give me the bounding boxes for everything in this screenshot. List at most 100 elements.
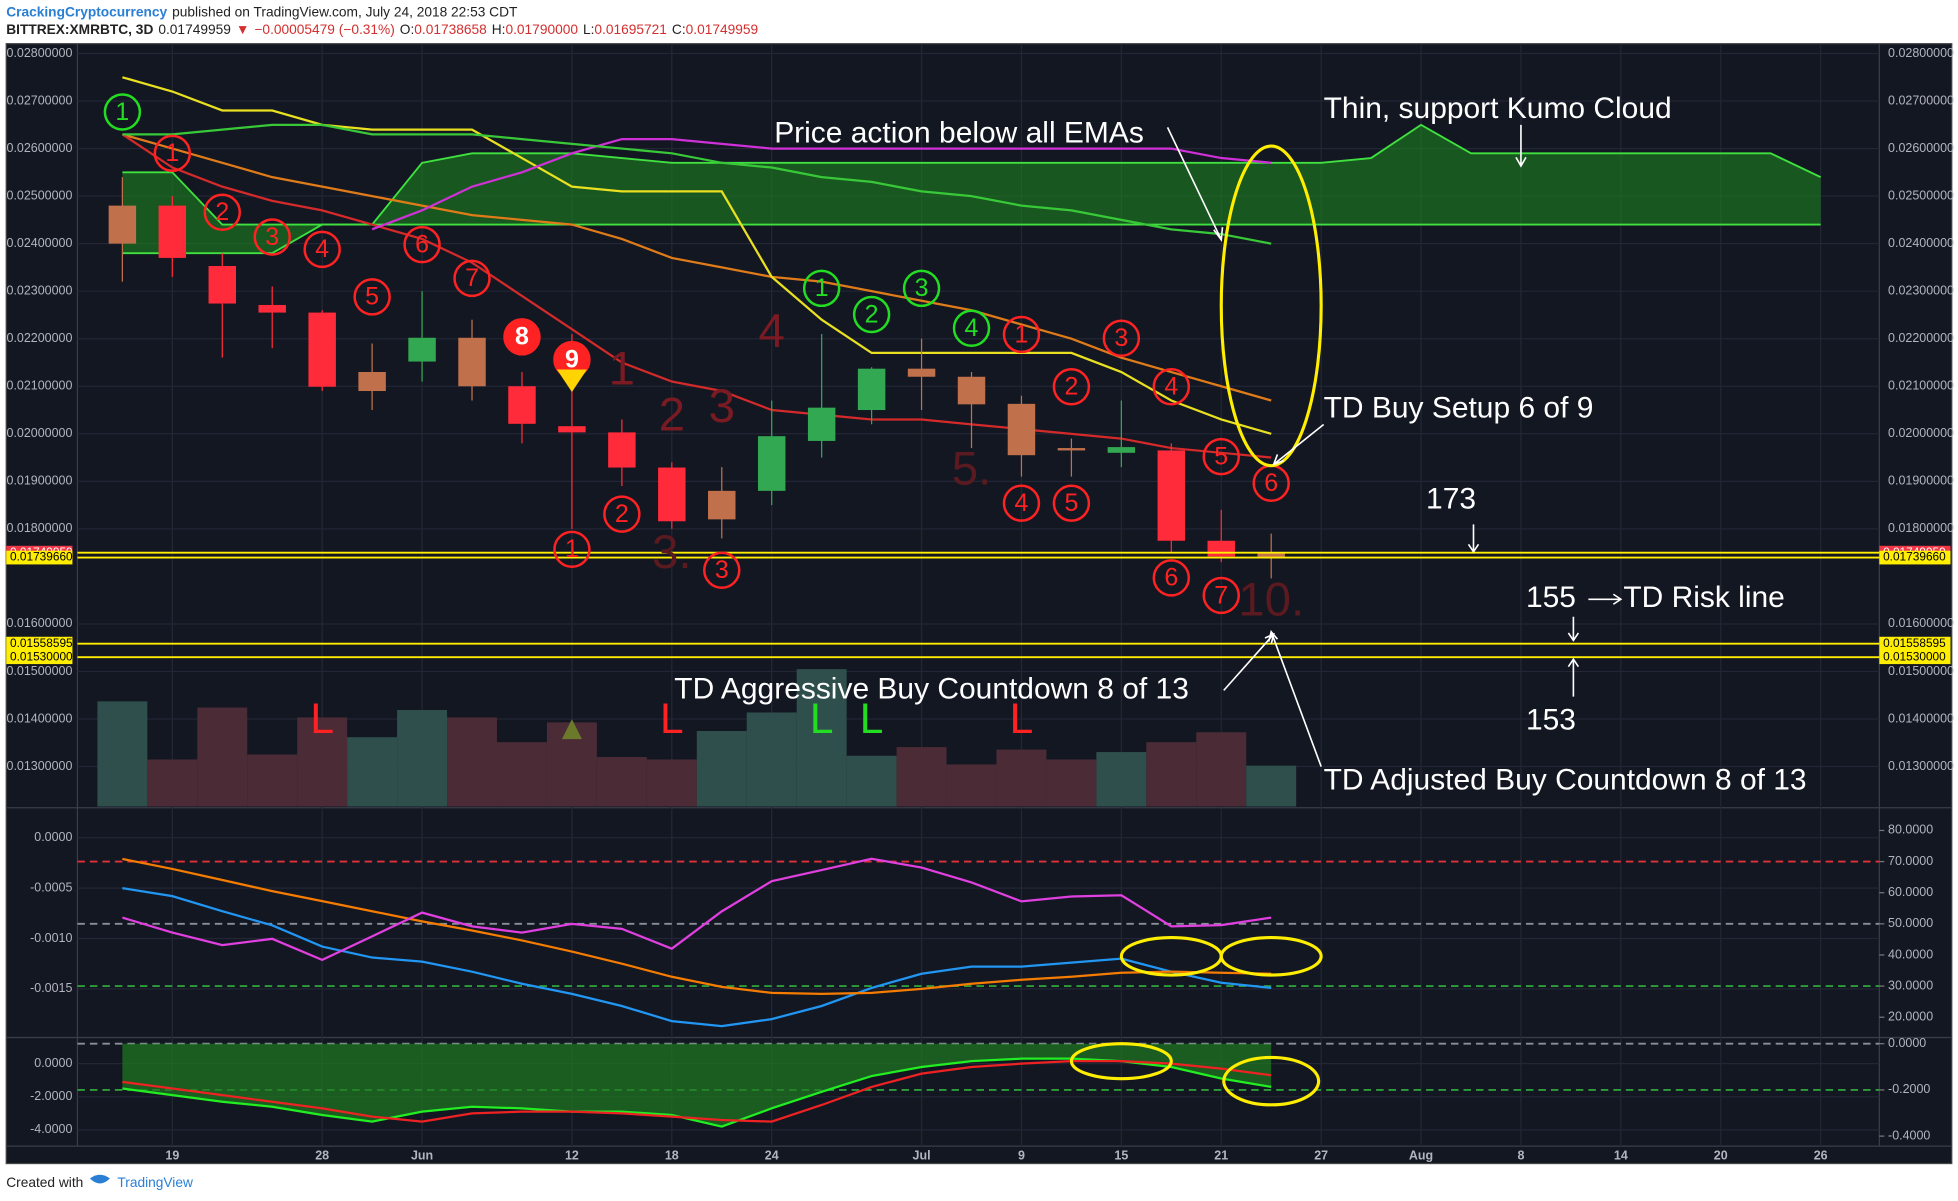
price-label-box	[1879, 650, 1951, 665]
td-count-circle	[1152, 368, 1191, 406]
volume-bar	[1246, 765, 1297, 807]
arrow	[1567, 616, 1580, 642]
candle-body	[208, 265, 237, 304]
x-tick-label: Jul	[913, 1148, 931, 1162]
y-tick-label: 0.02400000	[7, 236, 73, 250]
series-line	[122, 857, 1272, 962]
volume-bar	[197, 707, 248, 807]
y2-tick-label: -0.2000	[1888, 1082, 1930, 1096]
candle-body	[1057, 448, 1086, 451]
td-count-label: 5	[1064, 489, 1078, 517]
candle-body	[408, 337, 436, 362]
volume-bar	[646, 759, 697, 807]
footer-brand[interactable]: TradingView	[117, 1175, 193, 1190]
y-tick-label-right: 0.01400000	[1888, 711, 1954, 725]
td-count-large: 3.	[652, 526, 692, 579]
td-count-label: 7	[465, 264, 479, 292]
y-tick-label-right: 0.02200000	[1888, 331, 1954, 345]
td-count-label: 1	[815, 274, 829, 302]
signal-marker: L	[310, 695, 334, 742]
candle-body	[1257, 552, 1285, 559]
y-tick-label-right: 0.01900000	[1888, 474, 1954, 488]
td-count-circle	[1202, 576, 1240, 615]
volume-bar	[1046, 759, 1097, 807]
author-link[interactable]: CrackingCryptocurrency	[6, 4, 167, 19]
price-label: 0.01558595	[10, 636, 73, 650]
x-tick-label: 19	[165, 1148, 179, 1162]
y2-tick-label: 60.0000	[1888, 885, 1933, 899]
indicator-line	[122, 123, 1272, 245]
y-tick-label: 0.02200000	[7, 331, 73, 345]
indicator-line	[122, 76, 1272, 435]
annotation: TD Risk line	[1623, 581, 1784, 614]
highlight-ellipse	[1219, 936, 1323, 977]
candle-body	[558, 426, 586, 433]
annotation: 153	[1526, 704, 1576, 737]
volume-bar	[946, 764, 997, 807]
annotation: 155	[1526, 581, 1576, 614]
candle-body	[308, 312, 336, 387]
y2-tick-label: 50.0000	[1888, 916, 1933, 930]
x-tick-label: 15	[1114, 1148, 1128, 1162]
ohlc-key: C:	[672, 22, 686, 37]
header-line-1: CrackingCryptocurrency published on Tradi…	[6, 4, 518, 19]
change: −0.00005479 (−0.31%)	[254, 22, 394, 37]
volume-bar	[896, 747, 947, 807]
td-count-circle	[902, 269, 941, 308]
y-tick-label: 0.01500000	[7, 664, 73, 678]
y-tick-label-right: 0.02700000	[1888, 93, 1954, 107]
arrow	[1515, 124, 1527, 168]
highlight-ellipse	[1069, 1042, 1173, 1081]
td-count-circle	[952, 309, 991, 347]
ohlc-key: H:	[492, 22, 506, 37]
td-count-circle	[1202, 437, 1240, 476]
series-line	[122, 1060, 1272, 1123]
indicator-line	[122, 133, 1272, 402]
candle-body	[1157, 450, 1186, 541]
candle-body	[708, 490, 736, 520]
td-count-label: 1	[565, 535, 579, 563]
td-count-circle	[703, 551, 741, 589]
volume-bar	[1096, 752, 1147, 807]
y-tick-label: 0.0000	[34, 830, 72, 844]
x-tick-label: 28	[315, 1148, 329, 1162]
y-tick-label-right: 0.02100000	[1888, 379, 1954, 393]
td-count-circle	[353, 278, 391, 316]
ohlc-value: 0.01695721	[594, 22, 666, 37]
y2-tick-label: 80.0000	[1888, 823, 1933, 837]
y-tick-label-right: 0.02400000	[1888, 236, 1954, 250]
highlight-ellipse	[1219, 144, 1323, 468]
x-tick-label: 26	[1814, 1148, 1828, 1162]
td-count-circle	[1152, 559, 1191, 597]
td-count-label: 9	[565, 345, 579, 373]
y2-tick-label: 20.0000	[1888, 1010, 1933, 1024]
y2-tick-label: 70.0000	[1888, 854, 1933, 868]
volume-bar	[97, 701, 148, 807]
indicator-line	[371, 137, 1272, 231]
td-count-circle	[203, 193, 242, 232]
y-tick-label: 0.01400000	[7, 711, 73, 725]
price-label-box	[1879, 550, 1951, 565]
y2-tick-label: -0.4000	[1888, 1128, 1930, 1142]
td-count-label: 6	[415, 230, 429, 258]
annotation: TD Adjusted Buy Countdown 8 of 13	[1324, 763, 1807, 796]
td-count-circle	[1052, 484, 1091, 522]
y-tick-label: -4.0000	[30, 1122, 72, 1136]
volume-bar	[147, 759, 198, 807]
candle-body	[458, 337, 486, 387]
td-count-large: 10.	[1238, 574, 1304, 627]
volume-bar	[1196, 732, 1247, 807]
volume-bar	[996, 749, 1047, 807]
y-tick-label-right: 0.02800000	[1888, 46, 1954, 60]
price-label-box	[6, 636, 73, 651]
volume-bar	[347, 737, 398, 807]
arrow	[1588, 593, 1623, 605]
y-tick-label: -2.0000	[30, 1089, 72, 1103]
brand-logo	[89, 1174, 110, 1184]
volume-bar	[796, 669, 847, 807]
ohlc-key: O:	[400, 22, 414, 37]
price-label-box	[6, 650, 73, 665]
td-count-label: 8	[515, 323, 529, 351]
td-count-circle	[1052, 368, 1091, 406]
